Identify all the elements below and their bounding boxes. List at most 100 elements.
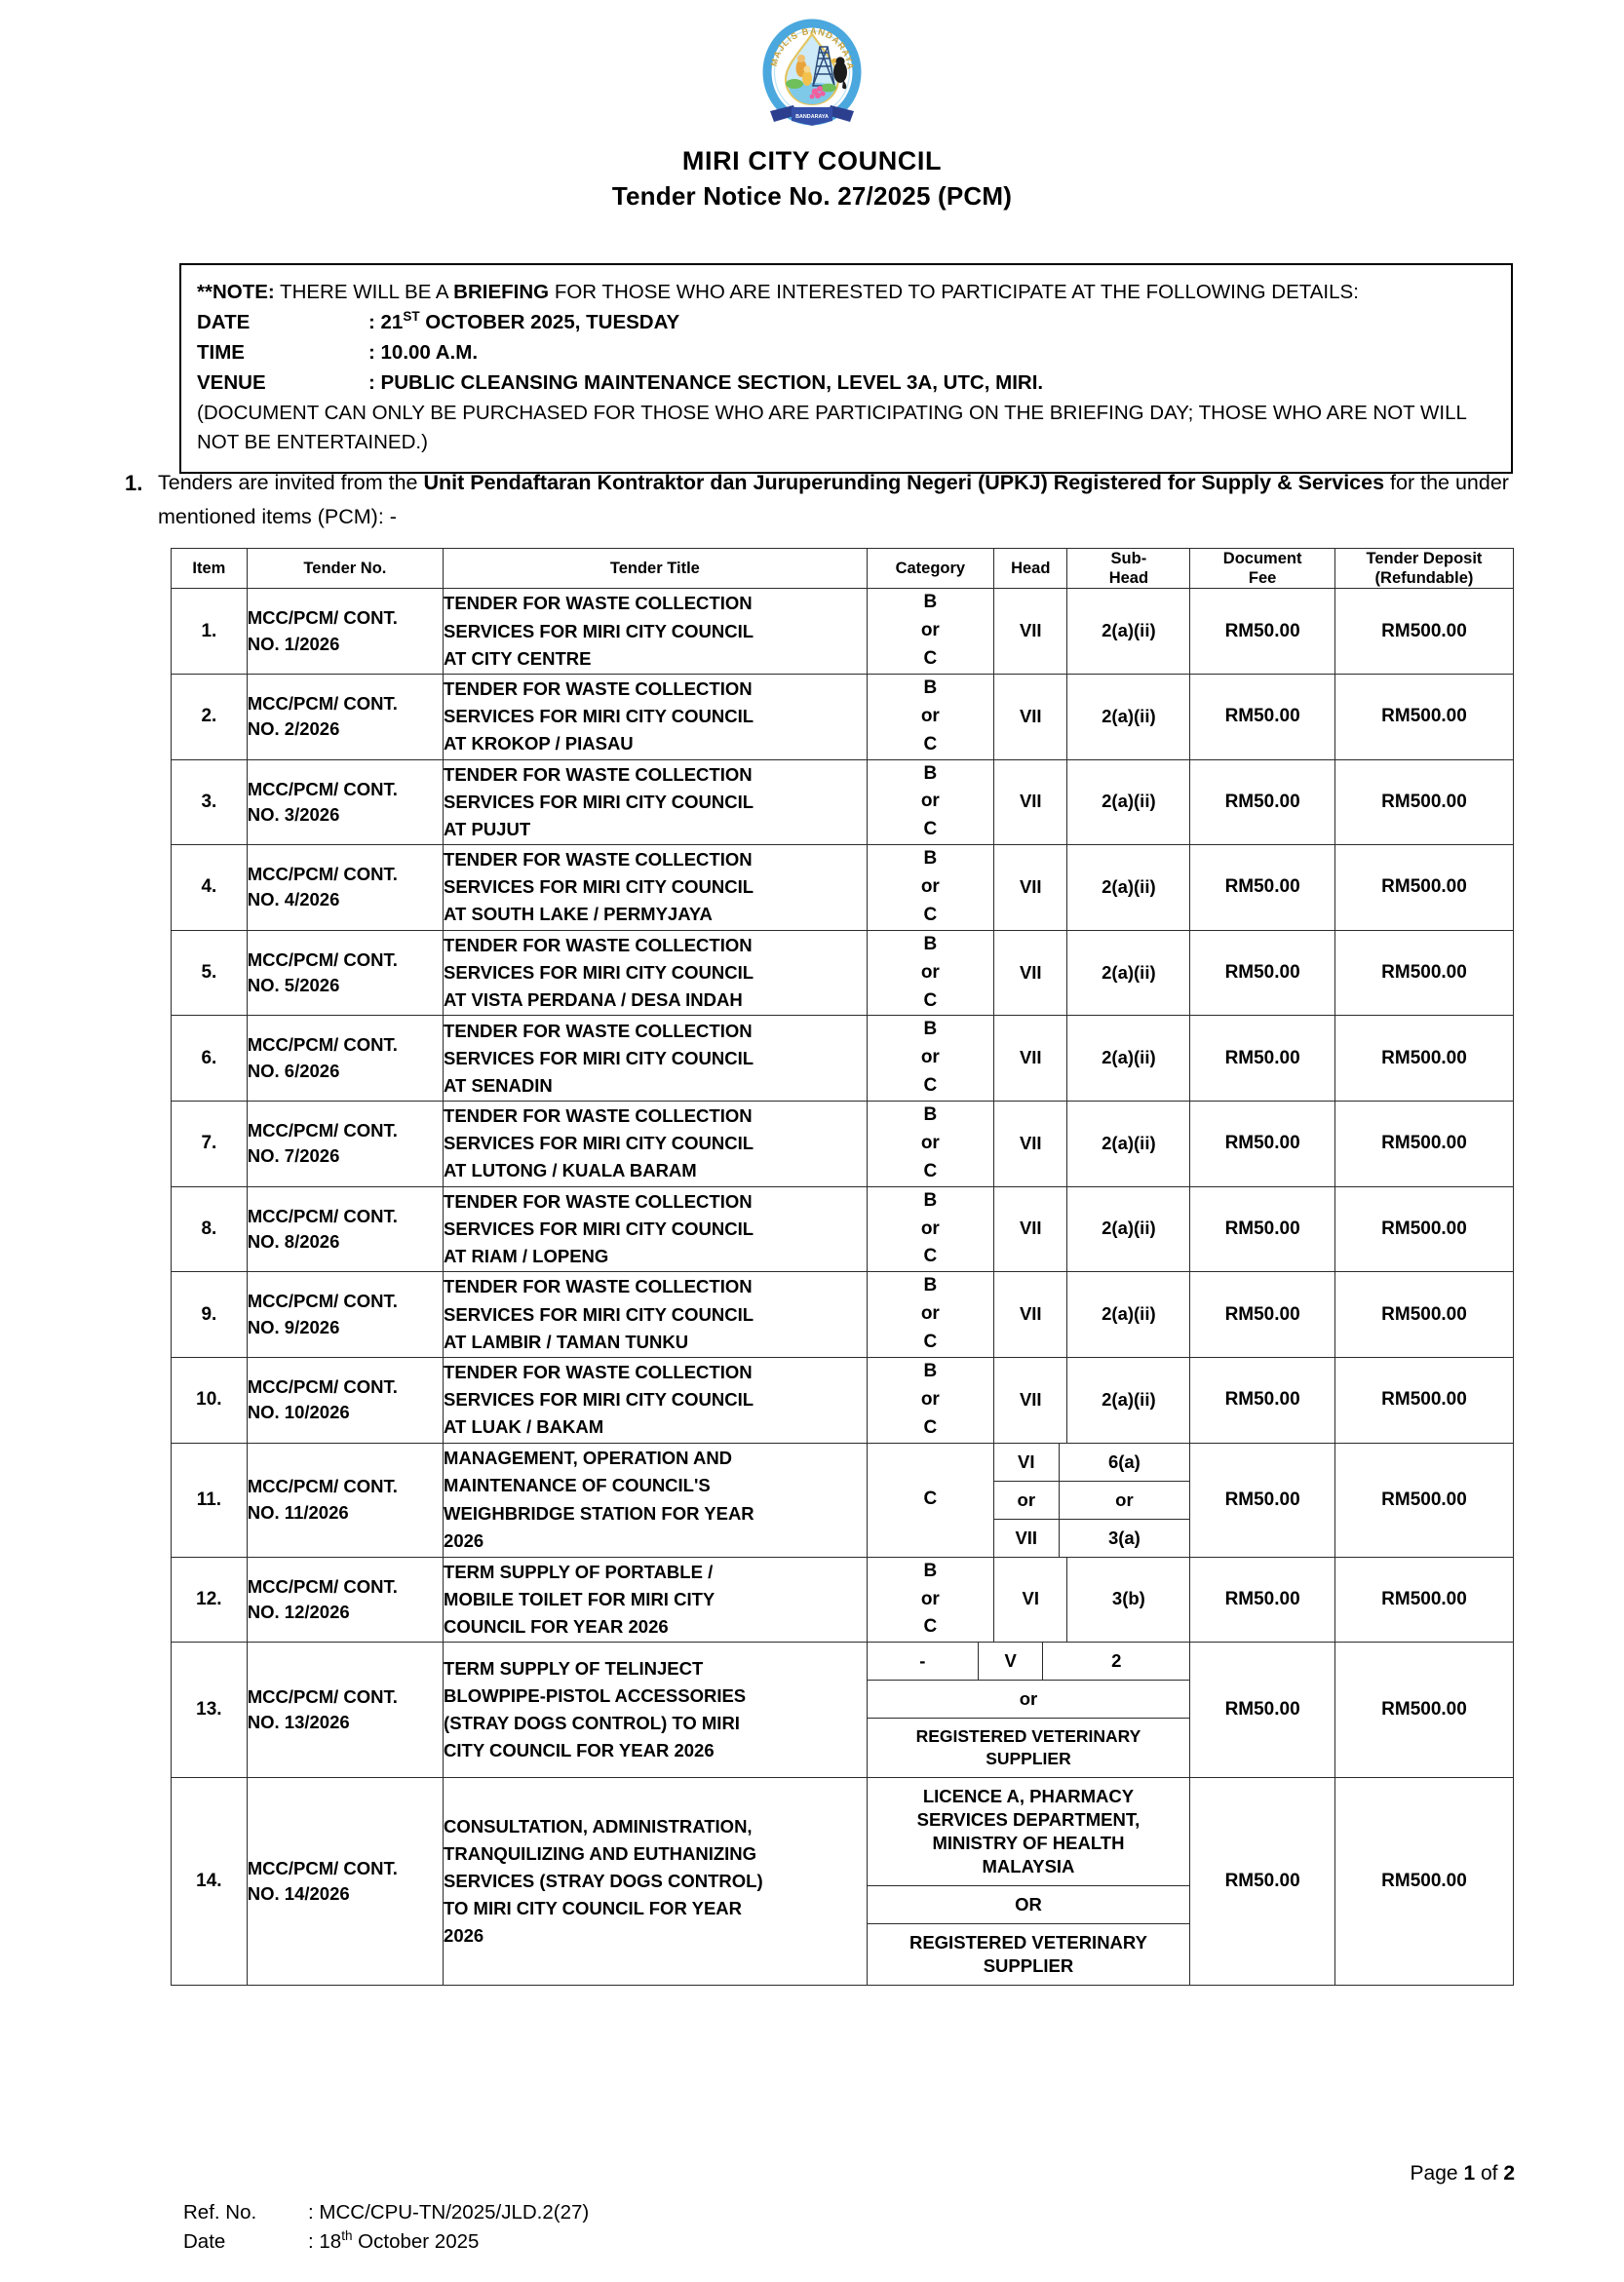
cell-document-fee: RM50.00 [1189,1642,1335,1778]
cell-sub-head: 2(a)(ii) [1066,929,1191,1017]
cell-document-fee: RM50.00 [1189,1185,1335,1273]
cell-title-line3: COUNCIL FOR YEAR 2026 [444,1616,669,1637]
cell-title-line1: TENDER FOR WASTE COLLECTION [444,1105,753,1127]
crest-container: MAJLIS BANDARAYA MIRI [0,0,1624,140]
cell-sub-head: 2(a)(ii) [1066,1015,1191,1102]
cell-title-line1: TENDER FOR WASTE COLLECTION [444,678,753,700]
cell-tender-no: MCC/PCM/ CONT. NO. 14/2026 [246,1776,445,1987]
page-number-prefix: Page [1410,2162,1464,2185]
note-row-date: DATE : 21ST OCTOBER 2025, TUESDAY [197,307,1497,337]
cell-title-line1: CONSULTATION, ADMINISTRATION, [444,1815,753,1837]
page-number-separator: of [1475,2162,1504,2185]
page-number-current: 1 [1463,2162,1476,2185]
date-value-post: October 2025 [352,2230,480,2254]
cell-tender-title: TENDER FOR WASTE COLLECTION SERVICES FOR… [443,1015,868,1102]
split-alt-line1: REGISTERED VETERINARY [915,1726,1141,1747]
cell-document-fee: RM50.00 [1189,1015,1335,1102]
cell-document-fee: RM50.00 [1189,673,1335,760]
cell-title-line2: MAINTENANCE OF COUNCIL'S [444,1475,711,1496]
cell-tender-no-line2: NO. 6/2026 [247,1060,340,1081]
note-value-date: : 21ST OCTOBER 2025, TUESDAY [368,307,679,337]
table-row: 13. MCC/PCM/ CONT. NO. 13/2026 TERM SUPP… [171,1642,1515,1778]
note-intro-line: **NOTE: THERE WILL BE A BRIEFING FOR THO… [197,277,1497,307]
cell-tender-deposit: RM500.00 [1334,844,1515,931]
cell-tender-deposit: RM500.00 [1334,1556,1515,1644]
cell-tender-deposit: RM500.00 [1334,588,1515,675]
table-row: 6. MCC/PCM/ CONT. NO. 6/2026 TENDER FOR … [171,1015,1515,1102]
cell-tender-no-line1: MCC/PCM/ CONT. [247,1291,398,1312]
page-number: Page 1 of 2 [1411,2162,1515,2185]
col-header-item: Item [171,547,248,590]
cell-tender-no: MCC/PCM/ CONT. NO. 5/2026 [246,929,445,1017]
cell-tender-deposit: RM500.00 [1334,1356,1515,1444]
cell-item: 1. [171,588,248,675]
cell-tender-title: TERM SUPPLY OF PORTABLE / MOBILE TOILET … [443,1556,868,1644]
cell-head: VII [993,1015,1068,1102]
cell-sub-head: 2(a)(ii) [1066,1185,1191,1273]
cell-title-line1: TENDER FOR WASTE COLLECTION [444,934,753,955]
paragraph-1-text: Tenders are invited from the Unit Pendaf… [158,466,1513,534]
split-row: VI 6(a) [994,1443,1190,1482]
cell-tender-title: TENDER FOR WASTE COLLECTION SERVICES FOR… [443,1101,868,1187]
col-header-head: Head [993,547,1068,590]
reference-value: : MCC/CPU-TN/2025/JLD.2(27) [308,2201,590,2224]
cell-head: VII [993,673,1068,760]
cell-item: 12. [171,1556,248,1644]
cell-item: 7. [171,1101,248,1187]
cell-sub-head: 2(a)(ii) [1066,758,1191,846]
table-row: 7. MCC/PCM/ CONT. NO. 7/2026 TENDER FOR … [171,1101,1515,1187]
cell-tender-no-line1: MCC/PCM/ CONT. [247,1120,398,1141]
cell-title-line2: BLOWPIPE-PISTOL ACCESSORIES [444,1684,747,1706]
note-label-date: DATE [197,311,251,334]
cell-title-line3: AT LAMBIR / TAMAN TUNKU [444,1331,689,1352]
col-header-sub-head-line2: Head [1108,569,1149,588]
split-head: V [978,1643,1044,1682]
table-row: 9. MCC/PCM/ CONT. NO. 9/2026 TENDER FOR … [171,1271,1515,1358]
col-header-document-fee-line1: Document [1222,550,1302,567]
cell-sub-head: 2(a)(ii) [1066,588,1191,675]
cell-tender-no: MCC/PCM/ CONT. NO. 2/2026 [246,673,445,760]
split-row: REGISTERED VETERINARY SUPPLIER [868,1719,1190,1777]
cell-title-line3: AT VISTA PERDANA / DESA INDAH [444,989,743,1011]
reference-row: Ref. No. : MCC/CPU-TN/2025/JLD.2(27) [183,2198,589,2227]
cell-tender-no-line1: MCC/PCM/ CONT. [247,1575,398,1597]
cell-tender-no: MCC/PCM/ CONT. NO. 13/2026 [246,1642,445,1778]
cell-tender-deposit: RM500.00 [1334,1185,1515,1273]
table-row: 3. MCC/PCM/ CONT. NO. 3/2026 TENDER FOR … [171,758,1515,846]
cell-tender-title: TENDER FOR WASTE COLLECTION SERVICES FOR… [443,1356,868,1444]
note-briefing-keyword: BRIEFING [453,281,550,303]
cell-tender-no-line2: NO. 8/2026 [247,1230,340,1252]
cell-head: VII [993,1185,1068,1273]
cell-item: 8. [171,1185,248,1273]
cell-tender-no-line1: MCC/PCM/ CONT. [247,1375,398,1397]
cell-title-line3: AT LUAK / BAKAM [444,1416,604,1438]
cell-title-line2: MOBILE TOILET FOR MIRI CITY [444,1588,715,1609]
cell-sub-head: 2(a)(ii) [1066,844,1191,931]
date-label: Date [183,2230,226,2254]
split-licence-block: LICENCE A, PHARMACY SERVICES DEPARTMENT,… [867,1777,1190,1887]
cell-title-line3: AT CITY CENTRE [444,647,592,669]
paragraph-1: 1. Tenders are invited from the Unit Pen… [125,466,1513,534]
cell-title-line2: SERVICES FOR MIRI CITY COUNCIL [444,876,754,898]
cell-title-line5: 2026 [444,1925,484,1947]
cell-tender-deposit: RM500.00 [1334,1642,1515,1778]
note-row-venue: VENUE : PUBLIC CLEANSING MAINTENANCE SEC… [197,367,1497,398]
split-licence-line1: LICENCE A, PHARMACY [922,1785,1135,1806]
note-intro-c: FOR THOSE WHO ARE INTERESTED TO PARTICIP… [549,281,1359,303]
tender-notice-number: Tender Notice No. 27/2025 (PCM) [611,180,1013,211]
cell-tender-no-line1: MCC/PCM/ CONT. [247,1476,398,1497]
col-header-tender-deposit: Tender Deposit (Refundable) [1334,547,1515,590]
cell-category: C [866,1442,995,1558]
cell-item: 13. [171,1642,248,1778]
cell-item: 11. [171,1442,248,1558]
col-header-document-fee-line2: Fee [1248,569,1277,588]
cell-tender-no-line2: NO. 9/2026 [247,1316,340,1337]
cell-tender-no: MCC/PCM/ CONT. NO. 6/2026 [246,1015,445,1102]
cell-document-fee: RM50.00 [1189,844,1335,931]
cell-tender-no-line2: NO. 12/2026 [247,1601,350,1622]
cell-tender-no-line2: NO. 11/2026 [247,1501,349,1523]
